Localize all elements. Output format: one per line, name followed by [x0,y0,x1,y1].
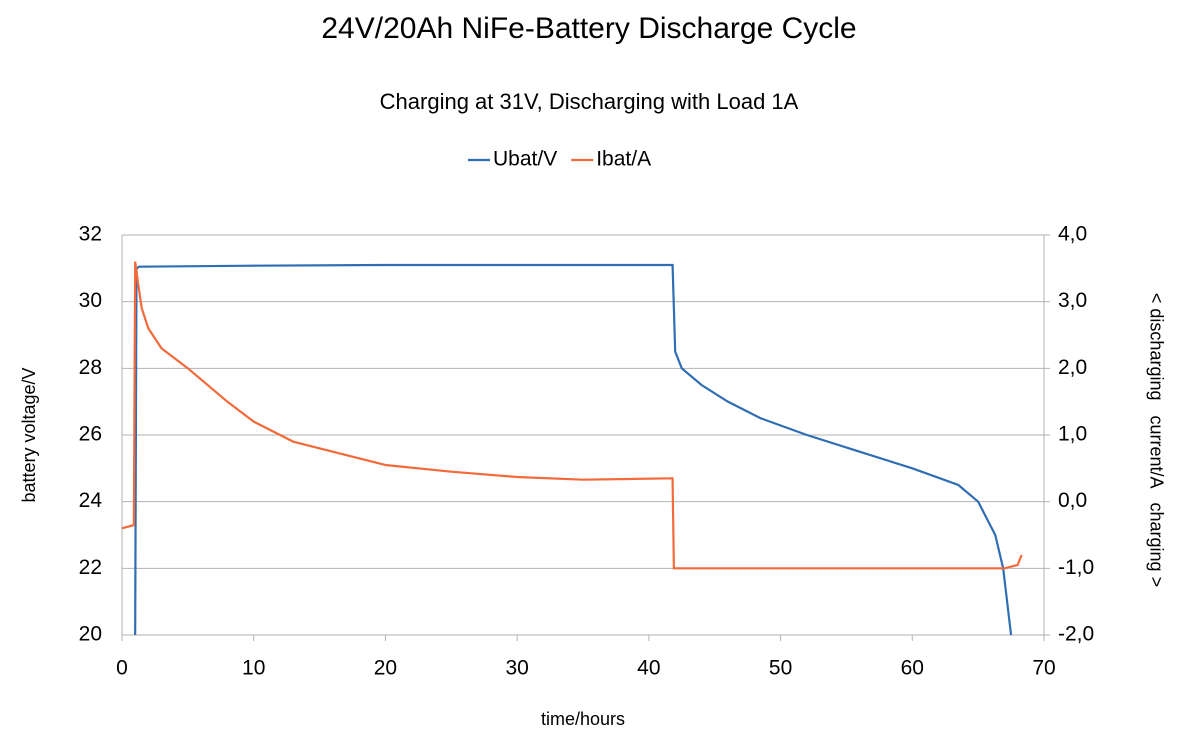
y2-axis-label: < discharging current/A charging > [1146,293,1166,587]
y-axis-label: battery voltage/V [19,367,39,502]
y2-tick-label: 0,0 [1058,489,1087,512]
y2-tick-label: -1,0 [1058,556,1094,579]
y2-tick-label: 2,0 [1058,356,1087,379]
chart-subtitle: Charging at 31V, Discharging with Load 1… [380,89,799,114]
x-tick-label: 50 [769,657,792,680]
y2-tick-label: 3,0 [1058,289,1087,312]
y-tick-label: 28 [79,356,102,379]
x-tick-label: 60 [901,657,924,680]
x-axis-label: time/hours [541,709,625,729]
y2-tick-label: 1,0 [1058,423,1087,446]
legend-label: Ibat/A [596,148,651,171]
x-tick-label: 20 [374,657,397,680]
y-tick-label: 30 [79,289,102,312]
series-line [121,261,1023,570]
y-tick-label: 32 [79,223,102,246]
y2-tick-label: -2,0 [1058,623,1094,646]
y2-tick-label: 4,0 [1058,223,1087,246]
x-tick-label: 0 [116,657,128,680]
series-line [134,263,1013,636]
y-tick-label: 22 [79,556,102,579]
y-tick-label: 20 [79,623,102,646]
legend-label: Ubat/V [493,148,557,171]
chart-title: 24V/20Ah NiFe-Battery Discharge Cycle [321,12,856,45]
x-tick-label: 70 [1032,657,1055,680]
x-tick-label: 10 [242,657,265,680]
y-tick-label: 24 [79,489,103,512]
y-tick-label: 26 [79,423,102,446]
x-tick-label: 40 [637,657,660,680]
x-tick-label: 30 [505,657,528,680]
axis-frame [121,235,1045,636]
